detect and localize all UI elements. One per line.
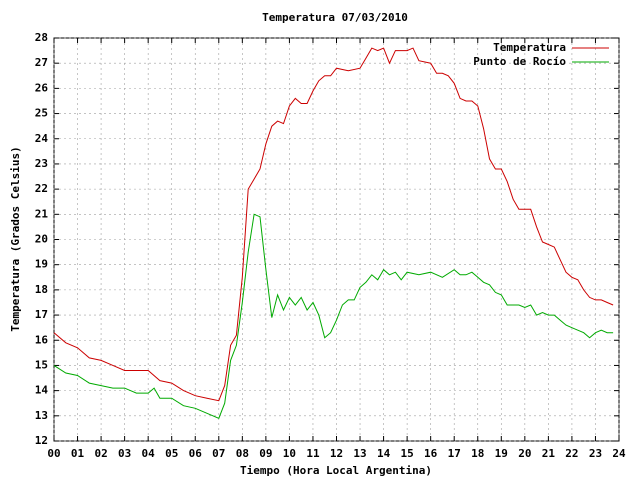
x-tick-label: 24: [612, 447, 626, 460]
y-tick-label: 24: [35, 132, 49, 145]
y-tick-label: 20: [35, 233, 48, 246]
x-tick-label: 19: [495, 447, 508, 460]
x-tick-label: 11: [306, 447, 320, 460]
x-tick-label: 12: [330, 447, 343, 460]
x-tick-label: 16: [424, 447, 438, 460]
y-tick-label: 27: [35, 56, 48, 69]
x-tick-label: 22: [565, 447, 578, 460]
x-tick-label: 13: [353, 447, 366, 460]
y-tick-label: 18: [35, 283, 48, 296]
y-tick-label: 25: [35, 107, 48, 120]
y-tick-label: 19: [35, 258, 48, 271]
y-tick-label: 26: [35, 81, 49, 94]
x-tick-label: 03: [118, 447, 131, 460]
y-tick-label: 22: [35, 182, 48, 195]
x-tick-label: 14: [377, 447, 391, 460]
x-tick-label: 05: [165, 447, 178, 460]
y-tick-label: 28: [35, 31, 48, 44]
y-tick-label: 13: [35, 409, 48, 422]
x-tick-label: 00: [47, 447, 60, 460]
y-tick-label: 17: [35, 308, 48, 321]
series-line: [53, 47, 614, 402]
x-tick-label: 15: [401, 447, 414, 460]
y-tick-label: 23: [35, 157, 48, 170]
x-tick-label: 23: [589, 447, 602, 460]
y-tick-label: 14: [35, 384, 49, 397]
x-tick-label: 06: [189, 447, 203, 460]
x-tick-label: 02: [94, 447, 107, 460]
x-tick-label: 17: [448, 447, 461, 460]
x-axis-label: Tiempo (Hora Local Argentina): [240, 464, 432, 477]
y-tick-label: 12: [35, 434, 48, 447]
x-tick-label: 18: [471, 447, 484, 460]
y-axis-label: Temperatura (Grados Celsius): [9, 146, 22, 331]
y-tick-label: 16: [35, 333, 49, 346]
legend-label: Punto de Rocío: [473, 55, 566, 68]
x-tick-label: 21: [542, 447, 556, 460]
chart-title: Temperatura 07/03/2010: [262, 11, 408, 24]
x-tick-label: 04: [142, 447, 156, 460]
y-tick-label: 21: [35, 207, 49, 220]
y-tick-label: 15: [35, 358, 48, 371]
x-tick-label: 07: [212, 447, 225, 460]
x-tick-label: 09: [259, 447, 272, 460]
series-line: [53, 213, 614, 419]
x-tick-label: 20: [518, 447, 531, 460]
x-tick-label: 08: [236, 447, 249, 460]
x-tick-label: 10: [283, 447, 296, 460]
x-tick-label: 01: [71, 447, 85, 460]
legend-label: Temperatura: [493, 41, 566, 54]
